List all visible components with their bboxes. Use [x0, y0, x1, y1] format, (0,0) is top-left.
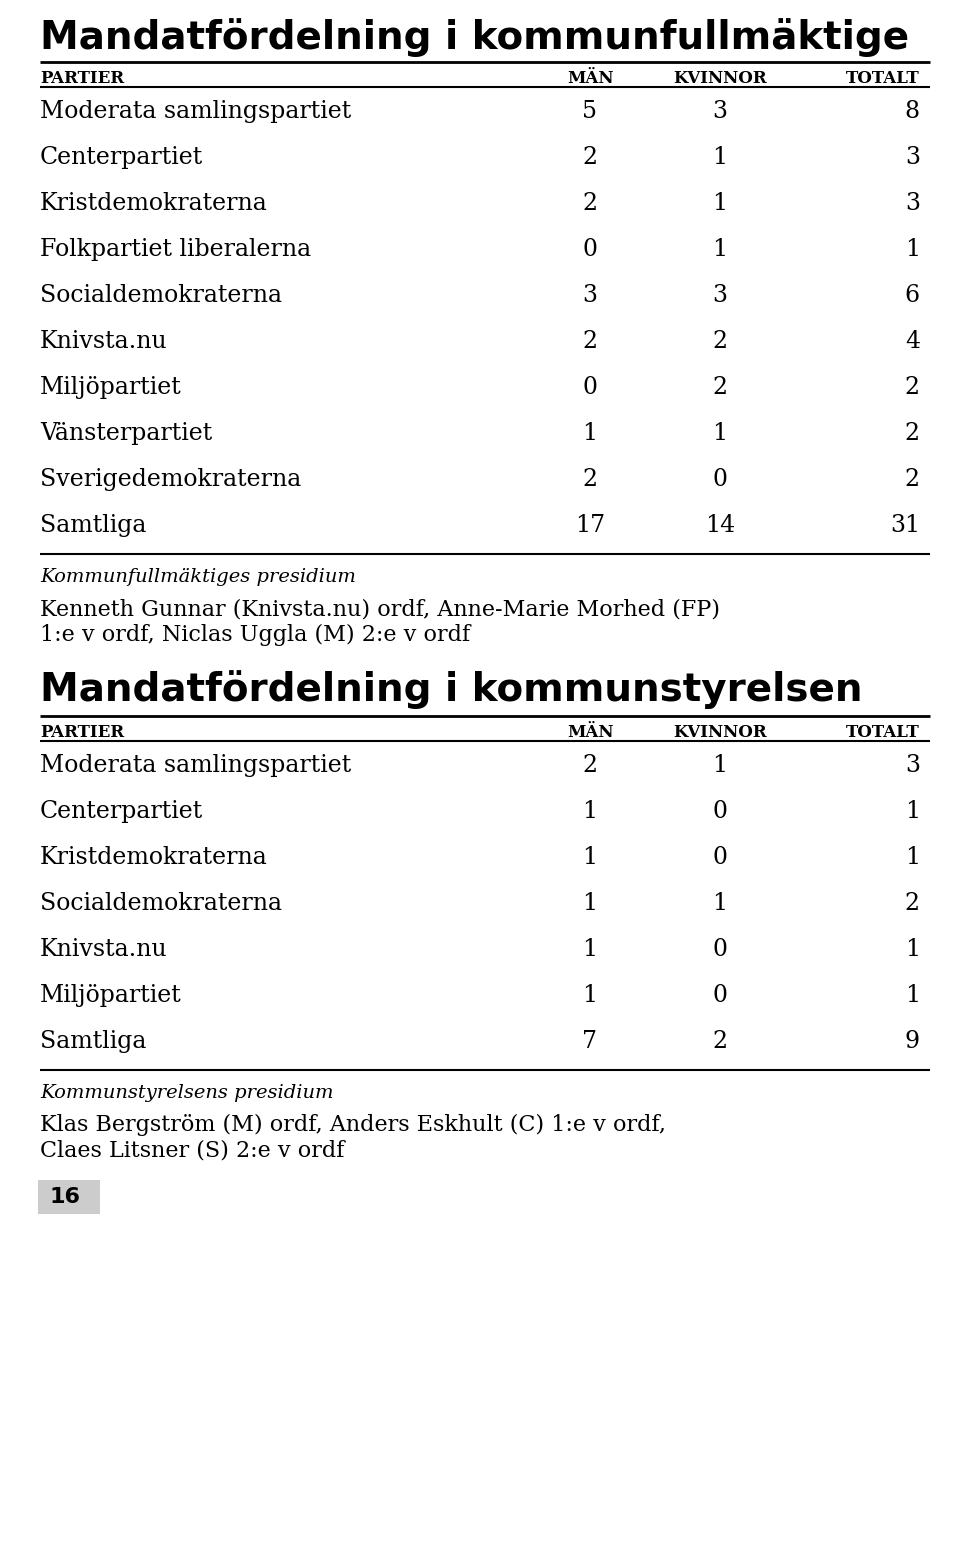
Text: KVINNOR: KVINNOR: [673, 70, 767, 87]
Text: Kristdemokraterna: Kristdemokraterna: [40, 845, 268, 869]
Text: 0: 0: [712, 845, 728, 869]
Text: 16: 16: [50, 1186, 81, 1207]
Text: 1: 1: [583, 800, 597, 824]
Text: 1: 1: [905, 845, 920, 869]
Text: Kristdemokraterna: Kristdemokraterna: [40, 192, 268, 215]
Text: 1: 1: [905, 937, 920, 961]
Text: 4: 4: [905, 330, 920, 353]
Text: 7: 7: [583, 1031, 597, 1053]
Text: KVINNOR: KVINNOR: [673, 724, 767, 741]
Text: 2: 2: [905, 892, 920, 916]
Text: MÄN: MÄN: [566, 70, 613, 87]
Text: 0: 0: [583, 238, 597, 262]
Text: Folkpartiet liberalerna: Folkpartiet liberalerna: [40, 238, 311, 262]
Text: 3: 3: [905, 754, 920, 777]
Text: 1: 1: [712, 192, 728, 215]
Text: 0: 0: [712, 937, 728, 961]
Text: 31: 31: [890, 514, 920, 537]
Text: 6: 6: [905, 283, 920, 307]
Text: MÄN: MÄN: [566, 724, 613, 741]
Text: 0: 0: [712, 469, 728, 490]
Text: Centerpartiet: Centerpartiet: [40, 146, 204, 170]
Text: 8: 8: [905, 100, 920, 123]
Text: Samtliga: Samtliga: [40, 1031, 146, 1053]
Text: 1: 1: [712, 754, 728, 777]
Text: Knivsta.nu: Knivsta.nu: [40, 937, 168, 961]
Text: 17: 17: [575, 514, 605, 537]
Text: 2: 2: [583, 192, 597, 215]
Text: Miljöpartiet: Miljöpartiet: [40, 375, 181, 399]
Text: Centerpartiet: Centerpartiet: [40, 800, 204, 824]
Text: Socialdemokraterna: Socialdemokraterna: [40, 892, 282, 916]
Text: Sverigedemokraterna: Sverigedemokraterna: [40, 469, 301, 490]
Text: PARTIER: PARTIER: [40, 724, 124, 741]
Text: TOTALT: TOTALT: [847, 724, 920, 741]
Text: 3: 3: [905, 192, 920, 215]
Text: 1: 1: [712, 238, 728, 262]
Text: Socialdemokraterna: Socialdemokraterna: [40, 283, 282, 307]
Text: 2: 2: [712, 1031, 728, 1053]
Text: 2: 2: [583, 330, 597, 353]
Text: 2: 2: [583, 146, 597, 170]
Text: 2: 2: [712, 375, 728, 399]
Text: Mandatfördelning i kommunfullmäktige: Mandatfördelning i kommunfullmäktige: [40, 19, 909, 58]
Text: 1: 1: [905, 984, 920, 1007]
Text: Samtliga: Samtliga: [40, 514, 146, 537]
Text: Kommunfullmäktiges presidium: Kommunfullmäktiges presidium: [40, 568, 356, 585]
Text: 1: 1: [583, 984, 597, 1007]
Text: 3: 3: [712, 100, 728, 123]
Text: 2: 2: [905, 422, 920, 445]
Text: 1: 1: [583, 422, 597, 445]
Text: 1: 1: [712, 892, 728, 916]
Text: 2: 2: [905, 375, 920, 399]
Text: 3: 3: [905, 146, 920, 170]
Text: Mandatfördelning i kommunstyrelsen: Mandatfördelning i kommunstyrelsen: [40, 670, 862, 708]
Text: 1: 1: [905, 800, 920, 824]
Text: PARTIER: PARTIER: [40, 70, 124, 87]
Text: Kommunstyrelsens presidium: Kommunstyrelsens presidium: [40, 1084, 333, 1102]
Text: 1: 1: [583, 845, 597, 869]
Text: 1: 1: [905, 238, 920, 262]
Text: 1: 1: [712, 146, 728, 170]
Text: 0: 0: [712, 984, 728, 1007]
Text: 2: 2: [905, 469, 920, 490]
Text: 1: 1: [583, 892, 597, 916]
Text: 0: 0: [583, 375, 597, 399]
Text: Knivsta.nu: Knivsta.nu: [40, 330, 168, 353]
Text: Miljöpartiet: Miljöpartiet: [40, 984, 181, 1007]
Text: 1: 1: [583, 937, 597, 961]
Text: Klas Bergström (M) ordf, Anders Eskhult (C) 1:e v ordf,
Claes Litsner (S) 2:e v : Klas Bergström (M) ordf, Anders Eskhult …: [40, 1113, 666, 1162]
Text: 14: 14: [705, 514, 735, 537]
FancyBboxPatch shape: [38, 1180, 100, 1214]
Text: 2: 2: [712, 330, 728, 353]
Text: 2: 2: [583, 754, 597, 777]
Text: Moderata samlingspartiet: Moderata samlingspartiet: [40, 100, 351, 123]
Text: 2: 2: [583, 469, 597, 490]
Text: Moderata samlingspartiet: Moderata samlingspartiet: [40, 754, 351, 777]
Text: Vänsterpartiet: Vänsterpartiet: [40, 422, 212, 445]
Text: TOTALT: TOTALT: [847, 70, 920, 87]
Text: 5: 5: [583, 100, 597, 123]
Text: 3: 3: [583, 283, 597, 307]
Text: Kenneth Gunnar (Knivsta.nu) ordf, Anne-Marie Morhed (FP)
1:e v ordf, Niclas Uggl: Kenneth Gunnar (Knivsta.nu) ordf, Anne-M…: [40, 598, 720, 646]
Text: 3: 3: [712, 283, 728, 307]
Text: 0: 0: [712, 800, 728, 824]
Text: 9: 9: [905, 1031, 920, 1053]
Text: 1: 1: [712, 422, 728, 445]
